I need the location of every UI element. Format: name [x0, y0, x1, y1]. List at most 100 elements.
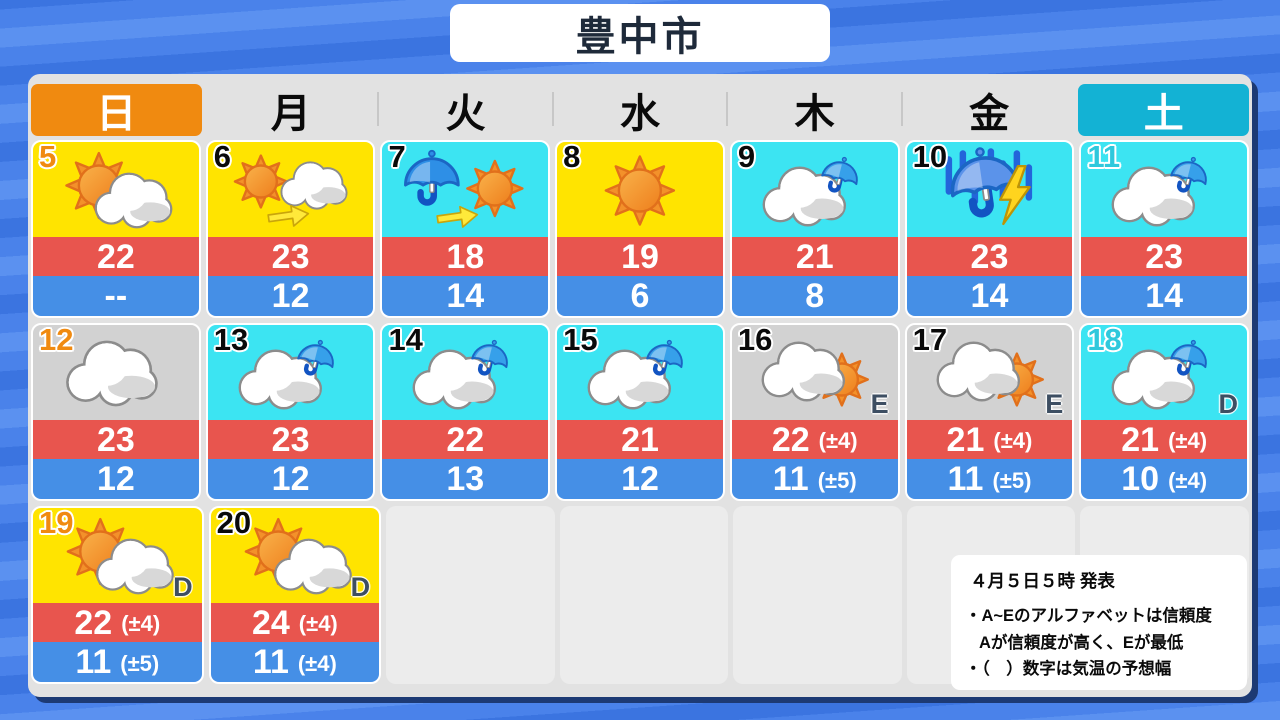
low-temp-bar: -- — [33, 276, 199, 316]
weather-icon-area: 16 E — [731, 325, 898, 420]
low-temp: 14 — [446, 277, 485, 315]
high-temp-bar: 19 — [557, 237, 723, 276]
weather-icon-area: 7 — [382, 140, 549, 237]
calendar-row: 12 23 12 13 23 12 — [31, 323, 1250, 501]
low-temp-bar: 12 — [33, 459, 199, 499]
low-temp-bar: 12 — [207, 276, 374, 316]
date-number: 10 — [912, 140, 948, 174]
empty-cell — [733, 506, 902, 684]
high-temp-bar: 23 — [906, 237, 1073, 276]
weather-icon-area: 18 D — [1081, 323, 1248, 420]
low-temp-bar: 14 — [382, 276, 549, 316]
high-temp: 23 — [271, 420, 310, 459]
calendar-panel: 日 月 火 水 木 金 土 5 22 -- 6 — [28, 74, 1252, 697]
low-temp-bar: 11 (±5) — [33, 642, 202, 682]
high-temp-bar: 22 — [33, 237, 199, 276]
low-temp-range: (±4) — [297, 650, 337, 676]
rain-then-sun-icon — [404, 149, 524, 228]
cloud-umbrella-icon — [238, 339, 334, 410]
high-temp: 21 — [946, 420, 985, 459]
low-temp: -- — [104, 277, 128, 315]
date-number: 18 — [1087, 323, 1122, 357]
weather-icon-area: 19 D — [33, 508, 202, 603]
low-temp-range: (±5) — [817, 467, 857, 493]
forecast-cell-13: 13 23 12 — [205, 323, 376, 501]
low-temp: 12 — [271, 277, 310, 315]
low-temp-range: (±5) — [992, 467, 1032, 493]
low-temp: 12 — [271, 460, 310, 498]
date-number: 6 — [213, 140, 231, 174]
forecast-cell-8: 8 19 6 — [555, 140, 725, 318]
sun-icon — [604, 155, 676, 226]
date-number: 12 — [39, 323, 74, 357]
weekday-header-4: 木 — [726, 84, 900, 136]
high-temp-bar: 23 — [207, 237, 374, 276]
date-number: 8 — [563, 140, 581, 174]
low-temp-range: (±5) — [120, 650, 160, 676]
high-temp-bar: 21 — [557, 420, 723, 459]
weekday-header-2: 火 — [377, 84, 551, 136]
date-number: 11 — [1087, 140, 1121, 174]
forecast-cell-12: 12 23 12 — [31, 323, 201, 501]
forecast-cell-19: 19 D 22 (±4) 11 (±5) — [31, 506, 204, 684]
forecast-cell-9: 9 21 8 — [729, 140, 900, 318]
low-temp-bar: 14 — [1081, 276, 1248, 316]
sun-then-cloud-icon — [233, 154, 348, 227]
high-temp: 18 — [446, 237, 485, 276]
storm-icon — [945, 147, 1032, 226]
low-temp: 11 — [75, 643, 112, 681]
weekday-label: 土 — [1143, 92, 1184, 136]
weekday-label: 水 — [620, 92, 661, 136]
weekday-header-3: 水 — [551, 84, 726, 136]
cloud-umbrella-icon — [587, 339, 683, 410]
high-temp: 23 — [970, 237, 1009, 276]
high-temp: 22 — [74, 603, 113, 642]
high-temp: 22 — [771, 420, 810, 459]
cloud-umbrella-icon — [413, 339, 509, 410]
reliability-letter: E — [870, 389, 889, 419]
forecast-cell-18: 18 D 21 (±4) 10 (±4) — [1079, 323, 1250, 501]
date-number: 7 — [388, 140, 406, 174]
forecast-cell-7: 7 18 14 — [380, 140, 551, 318]
high-temp-bar: 23 — [1081, 237, 1248, 276]
low-temp: 11 — [252, 643, 289, 681]
weekday-label: 日 — [96, 92, 137, 136]
weather-icon-area: 20 D — [210, 508, 380, 603]
date-number: 5 — [39, 140, 57, 174]
forecast-cell-14: 14 22 13 — [380, 323, 551, 501]
high-temp: 22 — [446, 420, 485, 459]
forecast-cell-10: 10 23 14 — [904, 140, 1075, 318]
reliability-letter: D — [173, 572, 193, 602]
low-temp: 13 — [446, 460, 485, 498]
high-temp: 23 — [271, 237, 310, 276]
weekday-header-1: 月 — [206, 84, 377, 136]
reliability-letter: D — [1218, 389, 1239, 419]
low-temp-bar: 10 (±4) — [1081, 459, 1248, 499]
low-temp: 6 — [630, 277, 650, 315]
weekday-header-row: 日 月 火 水 木 金 土 — [31, 74, 1250, 136]
high-temp: 23 — [1145, 237, 1184, 276]
low-temp-bar: 12 — [207, 459, 374, 499]
weather-icon-area: 12 — [33, 325, 199, 420]
high-temp: 21 — [1121, 420, 1160, 459]
cloud-umbrella-icon — [1111, 156, 1208, 227]
forecast-cell-6: 6 23 12 — [205, 140, 376, 318]
high-temp: 23 — [96, 420, 135, 459]
low-temp: 8 — [805, 277, 825, 315]
high-temp-bar: 22 (±4) — [33, 603, 202, 642]
weather-icon-area: 9 — [731, 142, 898, 237]
high-temp-range: (±4) — [1168, 428, 1208, 453]
weather-icon-area: 13 — [207, 323, 374, 420]
date-number: 13 — [213, 323, 249, 357]
announcement-line: ・A~Eのアルファベットは信頼度 — [965, 607, 1212, 625]
high-temp-bar: 22 — [382, 420, 549, 459]
forecast-cell-11: 11 23 14 — [1079, 140, 1250, 318]
high-temp-bar: 23 — [207, 420, 374, 459]
date-number: 14 — [388, 323, 423, 357]
weather-icon-area: 17 E — [906, 325, 1073, 420]
low-temp-range: (±4) — [1168, 467, 1208, 493]
low-temp: 11 — [947, 460, 984, 498]
weekday-header-0: 日 — [31, 84, 202, 136]
city-title: 豊中市 — [575, 15, 705, 59]
